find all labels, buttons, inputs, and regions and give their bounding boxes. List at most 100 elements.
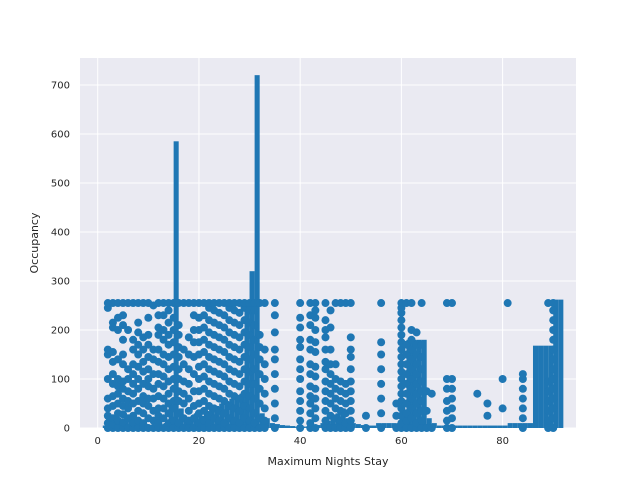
scatter-point — [377, 338, 386, 347]
scatter-point — [159, 382, 168, 391]
scatter-point — [518, 404, 527, 413]
histogram-bar — [482, 425, 488, 428]
scatter-point — [483, 411, 492, 420]
scatter-point — [270, 384, 279, 393]
scatter-point — [164, 330, 173, 339]
scatter-point — [200, 348, 208, 357]
x-tick-label: 0 — [95, 436, 101, 447]
scatter-point — [164, 409, 173, 418]
scatter-point — [296, 424, 305, 432]
scatter-point — [448, 404, 456, 413]
scatter-point — [311, 306, 320, 315]
scatter-point — [326, 379, 335, 388]
scatter-point — [407, 384, 416, 393]
scatter-point — [129, 345, 138, 354]
scatter-point — [184, 333, 193, 342]
scatter-point — [417, 352, 426, 361]
y-tick-labels: 0 100 200 300 400 500 600 700 — [51, 80, 70, 434]
scatter-point — [311, 384, 320, 393]
scatter-point — [407, 365, 416, 374]
scatter-point — [549, 345, 558, 354]
scatter-point — [144, 330, 153, 339]
scatter-point — [103, 374, 112, 383]
scatter-point — [397, 316, 406, 325]
histogram-bar — [553, 299, 559, 428]
scatter-point — [377, 365, 386, 374]
scatter-point — [296, 299, 305, 308]
histogram-bar — [279, 425, 285, 428]
scatter-point — [255, 384, 264, 393]
scatter-point — [260, 299, 269, 308]
scatter-point — [129, 411, 138, 420]
scatter-point — [245, 343, 254, 352]
histogram-bar — [168, 405, 174, 428]
scatter-point — [326, 399, 335, 408]
scatter-point — [377, 379, 386, 388]
scatter-point — [361, 424, 370, 432]
scatter-point — [134, 384, 143, 393]
scatter-point — [255, 355, 264, 364]
scatter-point — [448, 374, 456, 383]
scatter-point — [255, 399, 264, 408]
scatter-point — [402, 399, 411, 408]
scatter-point — [144, 313, 153, 322]
scatter-point — [174, 352, 183, 361]
scatter-point — [159, 360, 168, 369]
histogram-bar — [467, 425, 473, 428]
scatter-point — [549, 355, 558, 364]
scatter-point — [189, 370, 198, 379]
scatter-point — [417, 340, 426, 349]
scatter-point — [124, 325, 133, 334]
scatter-point — [250, 419, 259, 428]
histogram-bar — [254, 75, 260, 429]
y-tick-label: 700 — [51, 80, 70, 91]
scatter-point — [448, 424, 456, 432]
scatter-point — [159, 311, 168, 320]
histogram-bar — [502, 425, 508, 428]
scatter-point — [235, 308, 244, 317]
scatter-point — [113, 355, 122, 364]
scatter-point — [250, 394, 259, 403]
histogram-bar — [330, 415, 336, 428]
scatter-point — [250, 350, 259, 359]
scatter-point — [498, 404, 507, 413]
scatter-point — [311, 372, 320, 381]
scatter-point — [361, 411, 370, 420]
scatter-point — [189, 414, 198, 423]
scatter-point — [149, 384, 158, 393]
scatter-point — [245, 330, 254, 339]
scatter-point — [296, 355, 305, 364]
scatter-point — [377, 409, 386, 418]
scatter-point — [144, 374, 153, 383]
scatter-point — [220, 372, 229, 381]
scatter-point — [311, 394, 320, 403]
scatter-point — [549, 316, 558, 325]
scatter-point — [124, 374, 133, 383]
scatter-point — [108, 318, 117, 327]
scatter-point — [321, 416, 330, 425]
scatter-point — [448, 414, 456, 423]
scatter-point — [346, 424, 355, 432]
scatter-point — [220, 419, 229, 428]
histogram-bar — [173, 141, 179, 428]
scatter-point — [270, 299, 279, 308]
scatter-point — [270, 345, 279, 354]
scatter-point — [159, 325, 168, 334]
scatter-point — [306, 399, 315, 408]
histogram-bar — [436, 425, 442, 428]
histogram-bar — [188, 420, 194, 428]
scatter-point — [296, 416, 305, 425]
scatter-point — [518, 414, 527, 423]
scatter-point — [119, 360, 128, 369]
scatter-point — [200, 372, 208, 381]
scatter-point — [108, 370, 117, 379]
scatter-point — [200, 311, 208, 320]
scatter-point — [311, 404, 320, 413]
scatter-point — [134, 340, 143, 349]
scatter-point — [179, 345, 188, 354]
scatter-point — [397, 374, 406, 383]
x-axis-label: Maximum Nights Stay — [267, 455, 389, 468]
scatter-point — [164, 389, 173, 398]
scatter-point — [129, 389, 138, 398]
scatter-point — [296, 397, 305, 406]
